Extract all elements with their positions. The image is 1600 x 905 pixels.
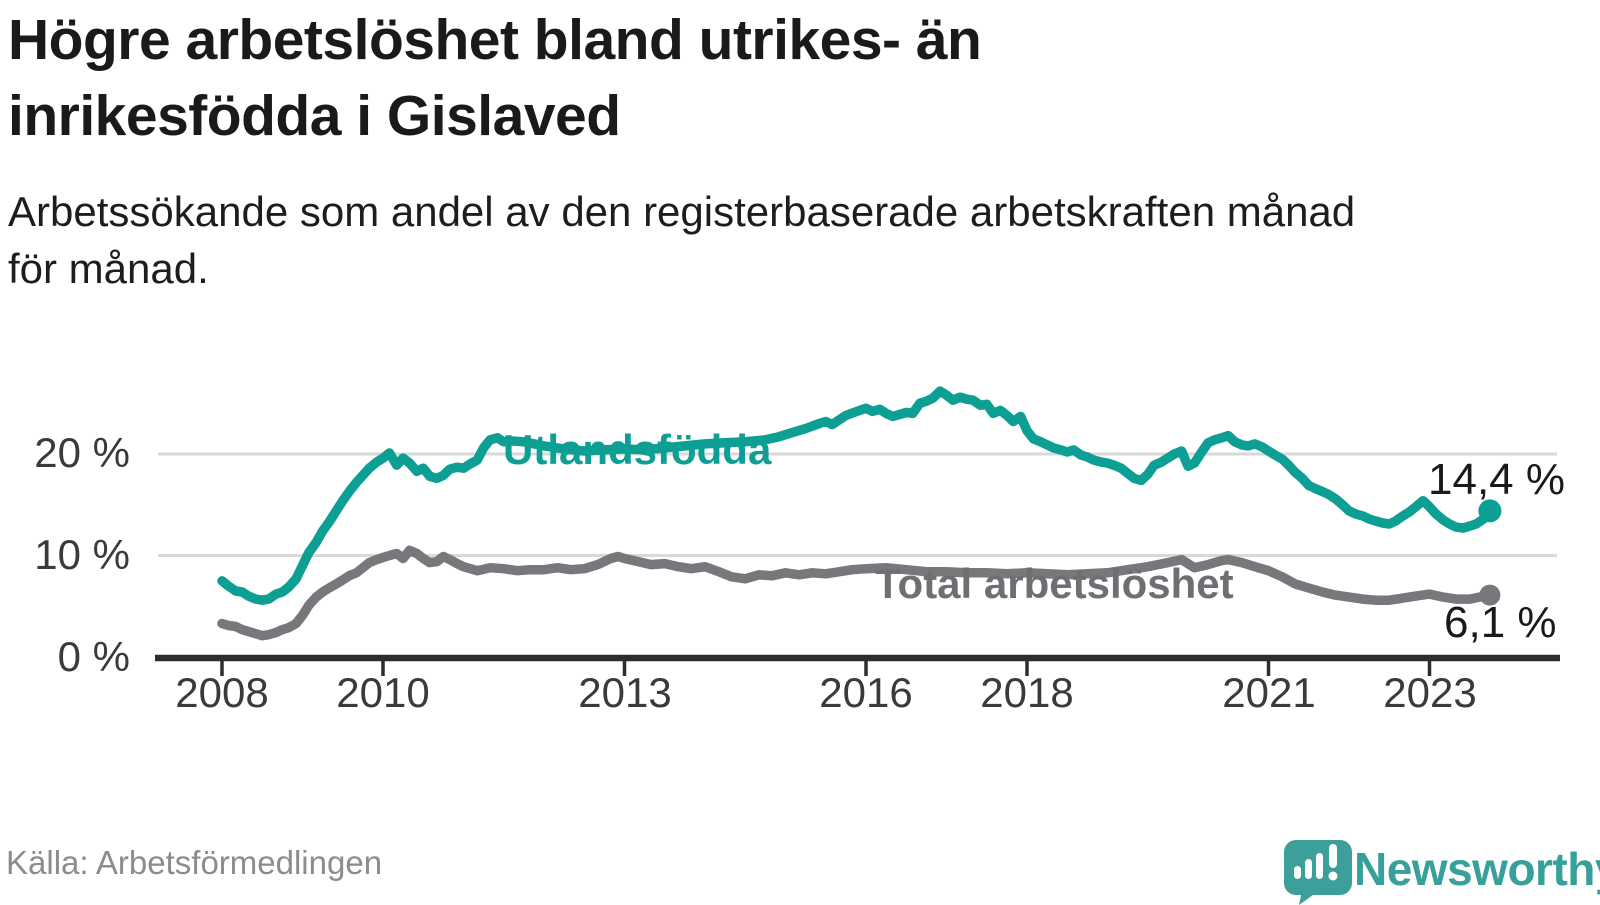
x-tick-2023: 2023 (1383, 669, 1477, 716)
end-value-utlandsfodda: 14,4 % (1428, 455, 1565, 504)
logo-exclamation-bar (1329, 844, 1337, 868)
x-tick-2010: 2010 (336, 669, 430, 716)
x-tick-2021: 2021 (1222, 669, 1316, 716)
subtitle-line-2: för månad. (8, 245, 209, 292)
y-tick-10: 10 % (34, 531, 130, 578)
logo-bar-3 (1316, 853, 1323, 879)
series-label-utlandsfodda: Utlandsfödda (503, 426, 772, 473)
y-tick-0: 0 % (57, 633, 130, 680)
end-dot-utlandsfodda (1478, 499, 1502, 523)
brand-name: Newsworthy (1354, 843, 1600, 895)
x-tick-2013: 2013 (578, 669, 672, 716)
newsworthy-logo-icon (1284, 840, 1352, 905)
end-value-total: 6,1 % (1444, 598, 1557, 647)
series-line-utlandsfodda (217, 386, 1495, 605)
logo-bar-2 (1305, 859, 1312, 879)
series-label-total-arbetsloshet: Total arbetslöshet (875, 560, 1234, 607)
title-line-2: inrikesfödda i Gislaved (8, 84, 621, 148)
y-tick-20: 20 % (34, 429, 130, 476)
logo-bar-1 (1294, 866, 1301, 879)
logo-exclamation-dot (1328, 871, 1338, 881)
x-tick-2016: 2016 (819, 669, 913, 716)
title-line-1: Högre arbetslöshet bland utrikes- än (8, 8, 982, 72)
subtitle-line-1: Arbetssökande som andel av den registerb… (8, 188, 1356, 235)
series-line-total (217, 545, 1495, 641)
end-dot-total (1479, 584, 1501, 606)
source-note: Källa: Arbetsförmedlingen (6, 844, 383, 881)
x-tick-2008: 2008 (175, 669, 269, 716)
chart-subtitle: Arbetssökande som andel av den registerb… (8, 183, 1355, 297)
x-tick-2018: 2018 (980, 669, 1074, 716)
page-title: Högre arbetslöshet bland utrikes- än inr… (8, 2, 982, 154)
